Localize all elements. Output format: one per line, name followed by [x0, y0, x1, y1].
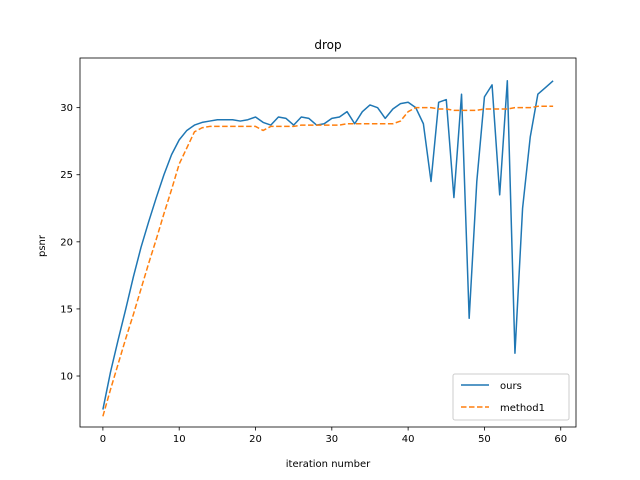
x-tick-label: 60 [554, 434, 567, 445]
x-tick-label: 50 [478, 434, 491, 445]
x-axis-label: iteration number [286, 459, 371, 470]
legend: ours method1 [452, 373, 570, 421]
y-tick-label: 10 [60, 372, 73, 383]
x-tick-label: 40 [402, 434, 415, 445]
legend-label-method1: method1 [500, 403, 545, 414]
series-line-method1 [102, 105, 554, 417]
y-tick-label: 30 [60, 103, 73, 114]
x-tick-label: 0 [100, 434, 106, 445]
x-tick-label: 30 [325, 434, 338, 445]
y-tick-label: 15 [60, 304, 73, 315]
y-tick-label: 25 [60, 170, 73, 181]
axes-frame [79, 57, 577, 428]
y-axis-label: psnr [37, 234, 48, 257]
series-line-ours [102, 80, 554, 410]
plot-area [79, 57, 577, 428]
x-tick-label: 10 [173, 434, 186, 445]
legend-label-ours: ours [500, 381, 522, 392]
chart-title: drop [314, 38, 341, 52]
x-tick-label: 20 [249, 434, 262, 445]
x-axis: 0 10 20 30 40 50 60 [100, 427, 567, 445]
y-axis: 10 15 20 25 30 [60, 103, 80, 383]
y-tick-label: 20 [60, 237, 73, 248]
